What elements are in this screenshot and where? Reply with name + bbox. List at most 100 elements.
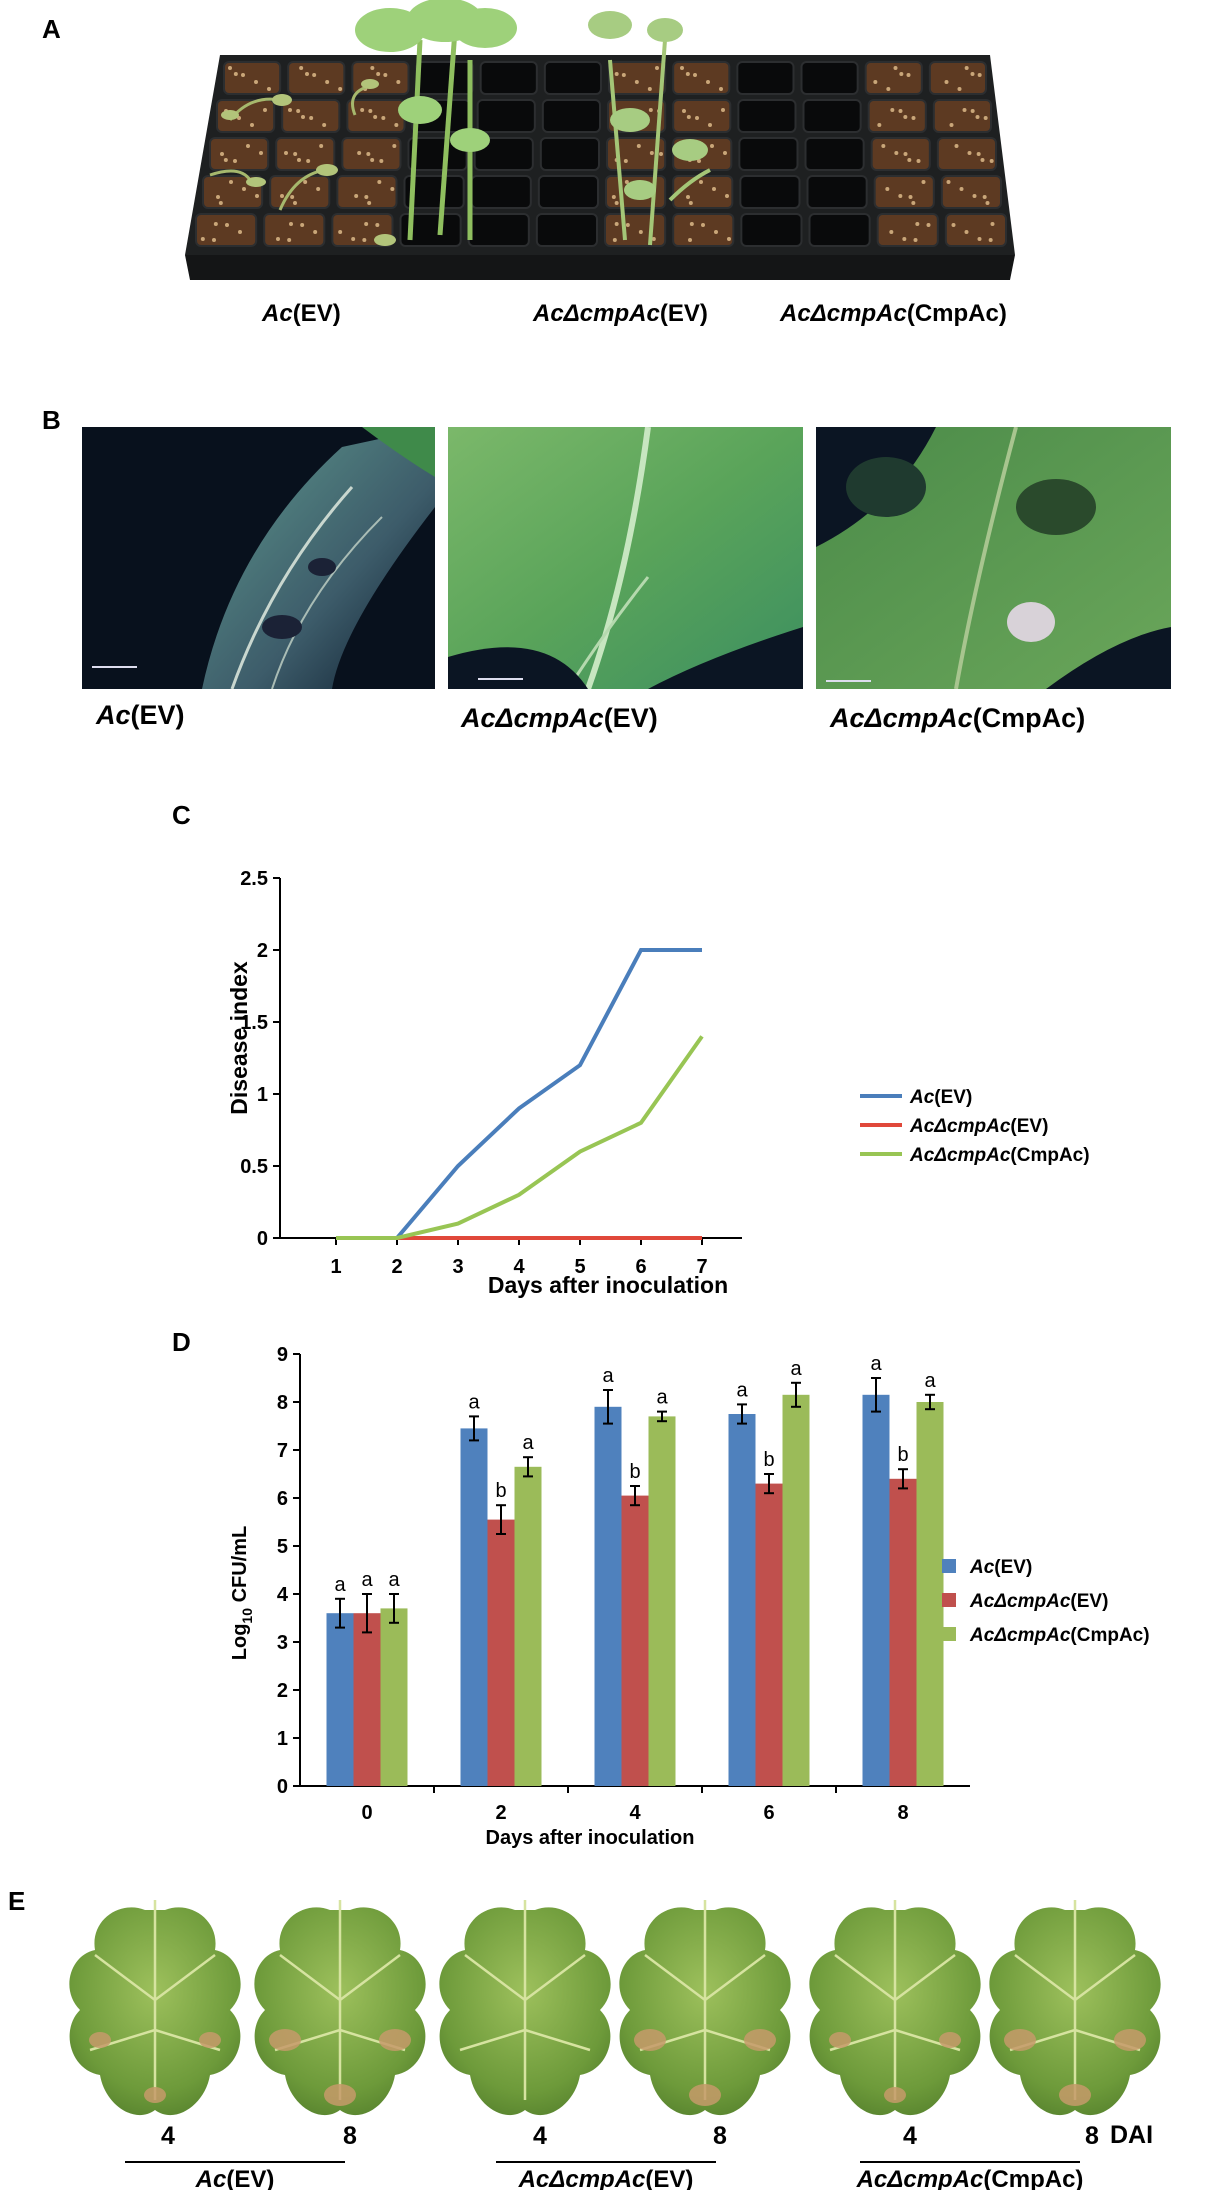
lesion-spot	[1004, 2029, 1036, 2051]
soil-particle	[611, 195, 616, 199]
group-label: AcΔcmpAc(CmpAc)	[856, 2166, 1084, 2190]
soil-particle	[623, 159, 628, 163]
chart-d-bar	[460, 1428, 488, 1786]
soil-particle	[280, 194, 284, 198]
soil-particle	[289, 222, 293, 226]
chart-d-significance-letter: b	[897, 1444, 908, 1466]
soil-particle	[377, 180, 382, 184]
lesion-spot	[689, 2084, 721, 2106]
tray-cell-empty	[403, 175, 465, 209]
chart-c-x-tick-label: 4	[513, 1256, 525, 1278]
chart-c-y-tick-label: 2	[257, 940, 268, 962]
group-label: Ac(EV)	[195, 2166, 275, 2190]
soil-particle	[982, 195, 987, 199]
tray-cell-empty	[541, 99, 602, 133]
soil-particle	[975, 115, 980, 119]
soil-particle	[911, 116, 916, 120]
chart-d-bar	[594, 1406, 622, 1786]
soil-particle	[721, 108, 725, 112]
soil-particle	[886, 87, 891, 91]
soil-particle	[255, 194, 259, 198]
watermelon-leaf-photo	[808, 1898, 982, 2117]
soil-particle	[259, 151, 263, 155]
chart-c-x-tick-label: 5	[574, 1256, 585, 1278]
soil-particle	[392, 144, 397, 148]
chart-c-xlabel: Days after inoculation	[488, 1272, 728, 1298]
soil-particle	[977, 237, 982, 241]
soil-particle	[364, 195, 369, 199]
soil-particle	[706, 80, 710, 84]
chart-d-bar	[916, 1402, 944, 1786]
soil-particle	[293, 152, 298, 156]
soil-particle	[649, 151, 654, 155]
soil-particle	[915, 222, 920, 226]
chart-d-y-tick-label: 8	[277, 1392, 288, 1414]
chart-d-bar	[326, 1613, 354, 1786]
soil-particle	[648, 108, 653, 112]
tray-cell-soil	[932, 99, 992, 133]
disease-index-line-chart: 0 0.5 1 1.5 2 2.5 1 2 3 4 5 6 7 Days after inoculati…	[226, 868, 1090, 1298]
soil-particle	[362, 238, 367, 242]
soil-particle	[313, 230, 318, 234]
soil-particle	[970, 109, 975, 113]
soil-particle	[625, 223, 630, 227]
soil-particle	[370, 158, 375, 162]
chart-d-bar	[782, 1394, 810, 1786]
soil-particle	[957, 87, 962, 91]
chart-d-y-tick-label: 5	[277, 1536, 288, 1558]
soil-particle	[659, 152, 663, 156]
tray-cell-empty	[399, 213, 462, 247]
lesion-spot	[269, 2029, 301, 2051]
soil-particle	[396, 80, 401, 84]
soil-particle	[305, 72, 309, 76]
tray-cell-soil	[876, 213, 939, 247]
lesion-spot	[379, 2029, 411, 2051]
chart-d-bar	[755, 1483, 783, 1786]
soil-particle	[685, 72, 690, 76]
soil-particle	[907, 158, 912, 162]
chart-c-y-tick-label: 0.5	[240, 1156, 268, 1178]
soil-particle	[921, 180, 926, 184]
soil-particle	[246, 144, 250, 148]
soil-particle	[636, 144, 641, 148]
soil-particle	[898, 194, 903, 198]
lesion-spot	[939, 2032, 961, 2048]
soil-particle	[250, 123, 254, 127]
chart-d-y-tick-label: 4	[277, 1584, 289, 1606]
soil-particle	[366, 152, 371, 156]
lesion-spot	[1114, 2029, 1146, 2051]
soil-particle	[990, 222, 995, 226]
soil-particle	[967, 151, 972, 155]
tray-cell-soil	[936, 137, 997, 171]
tray-cell-soil	[940, 175, 1002, 209]
chart-d-significance-letter: a	[388, 1569, 400, 1591]
soil-particle	[699, 180, 703, 184]
tray-cell-soil	[864, 61, 923, 95]
chart-d-significance-letter: a	[602, 1365, 614, 1387]
chart-d-significance-letter: a	[656, 1387, 668, 1409]
chart-d-y-tick-label: 6	[277, 1488, 288, 1510]
tray-cell-empty	[802, 99, 862, 133]
soil-particle	[357, 151, 362, 155]
soil-particle	[242, 187, 246, 191]
soil-particle	[916, 159, 921, 163]
chart-d-significance-letter: a	[870, 1353, 882, 1375]
soil-particle	[890, 108, 895, 112]
chart-d-y-tick-label: 1	[277, 1728, 288, 1750]
tray-cell-empty	[737, 99, 797, 133]
soil-particle	[911, 201, 916, 205]
soil-particle	[288, 108, 292, 112]
lesion-spot	[324, 2084, 356, 2106]
watermelon-leaf-photo	[68, 1898, 242, 2117]
chart-d-significance-letter: b	[629, 1461, 640, 1483]
soil-particle	[228, 66, 232, 70]
tray-cell-soil	[672, 61, 731, 95]
soil-particle	[375, 223, 380, 227]
chart-d-legend-swatch	[942, 1627, 956, 1641]
chart-d-x-tick-label: 2	[495, 1802, 506, 1824]
panel-a-label-2: AcΔcmpAc(EV)	[533, 300, 708, 327]
chart-d-y-tick-label: 0	[277, 1776, 288, 1798]
chart-d-bar	[648, 1416, 676, 1786]
soil-particle	[299, 66, 304, 70]
